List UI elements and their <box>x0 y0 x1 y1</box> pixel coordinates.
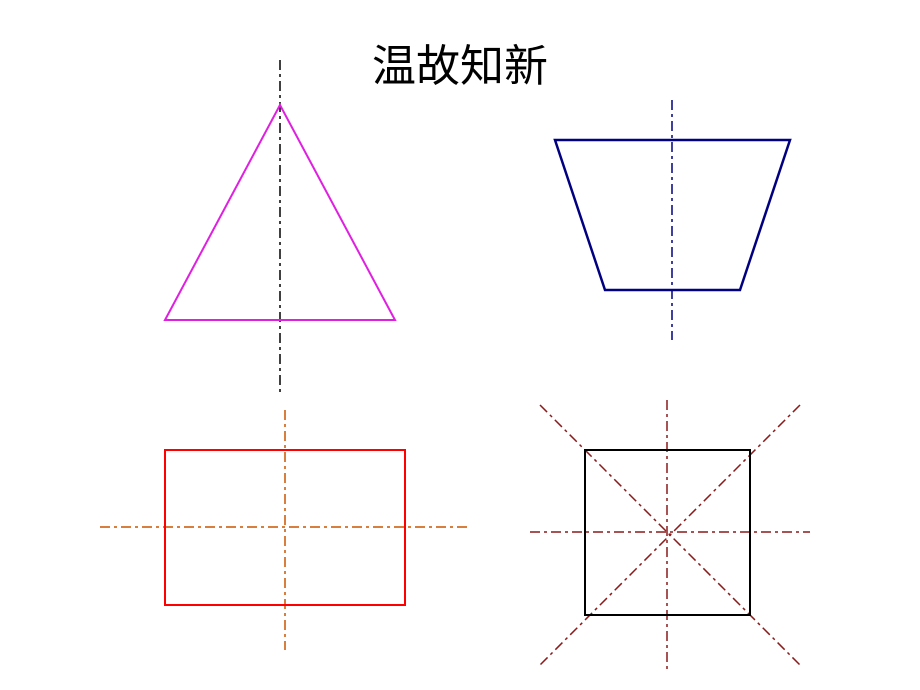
rectangle-shape <box>100 410 470 650</box>
triangle-shape <box>165 60 395 395</box>
square-shape <box>530 400 810 670</box>
diagram-canvas <box>0 0 920 690</box>
trapezoid-shape <box>555 100 790 340</box>
